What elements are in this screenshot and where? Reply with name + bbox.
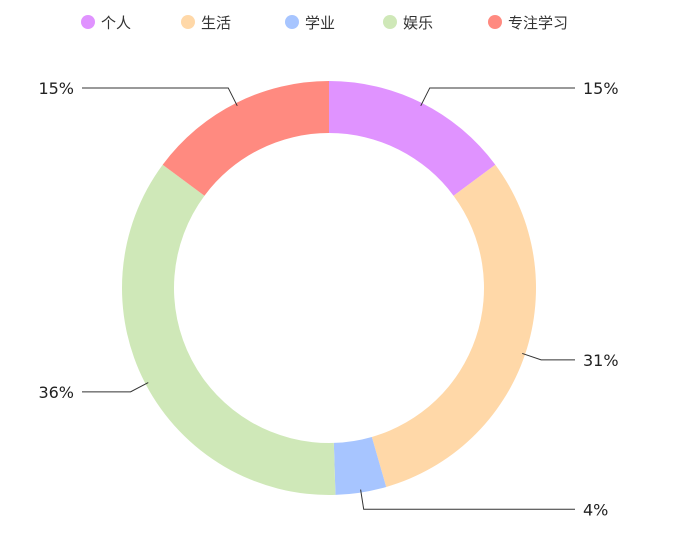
legend-label-0[interactable]: 个人 (101, 14, 131, 32)
leader-line-1 (522, 352, 575, 361)
legend-label-2[interactable]: 学业 (305, 14, 335, 32)
slice-0[interactable] (329, 81, 496, 196)
legend-marker-1[interactable] (181, 15, 195, 29)
slice-2[interactable] (333, 436, 387, 495)
legend-marker-3[interactable] (383, 15, 397, 29)
leader-line-2 (360, 489, 575, 510)
donut-slices (122, 81, 536, 496)
data-label-0: 15% (583, 79, 619, 98)
slice-1[interactable] (371, 164, 536, 487)
legend-label-3[interactable]: 娱乐 (403, 14, 433, 32)
data-labels: 15% 31% 4% 36% 15% (38, 79, 618, 519)
legend: 个人 生活 学业 娱乐 专注学习 (81, 14, 568, 32)
leader-line-3 (82, 382, 149, 393)
slice-4[interactable] (162, 81, 329, 196)
legend-marker-2[interactable] (285, 15, 299, 29)
data-label-3: 36% (38, 383, 74, 402)
data-label-4: 15% (38, 79, 74, 98)
data-label-1: 31% (583, 351, 619, 370)
leader-line-4 (82, 87, 238, 107)
legend-marker-4[interactable] (488, 15, 502, 29)
data-label-2: 4% (583, 500, 608, 519)
legend-label-4[interactable]: 专注学习 (508, 14, 568, 32)
legend-label-1[interactable]: 生活 (201, 14, 231, 32)
legend-marker-0[interactable] (81, 15, 95, 29)
slice-3[interactable] (122, 164, 336, 496)
leader-line-0 (420, 87, 575, 107)
